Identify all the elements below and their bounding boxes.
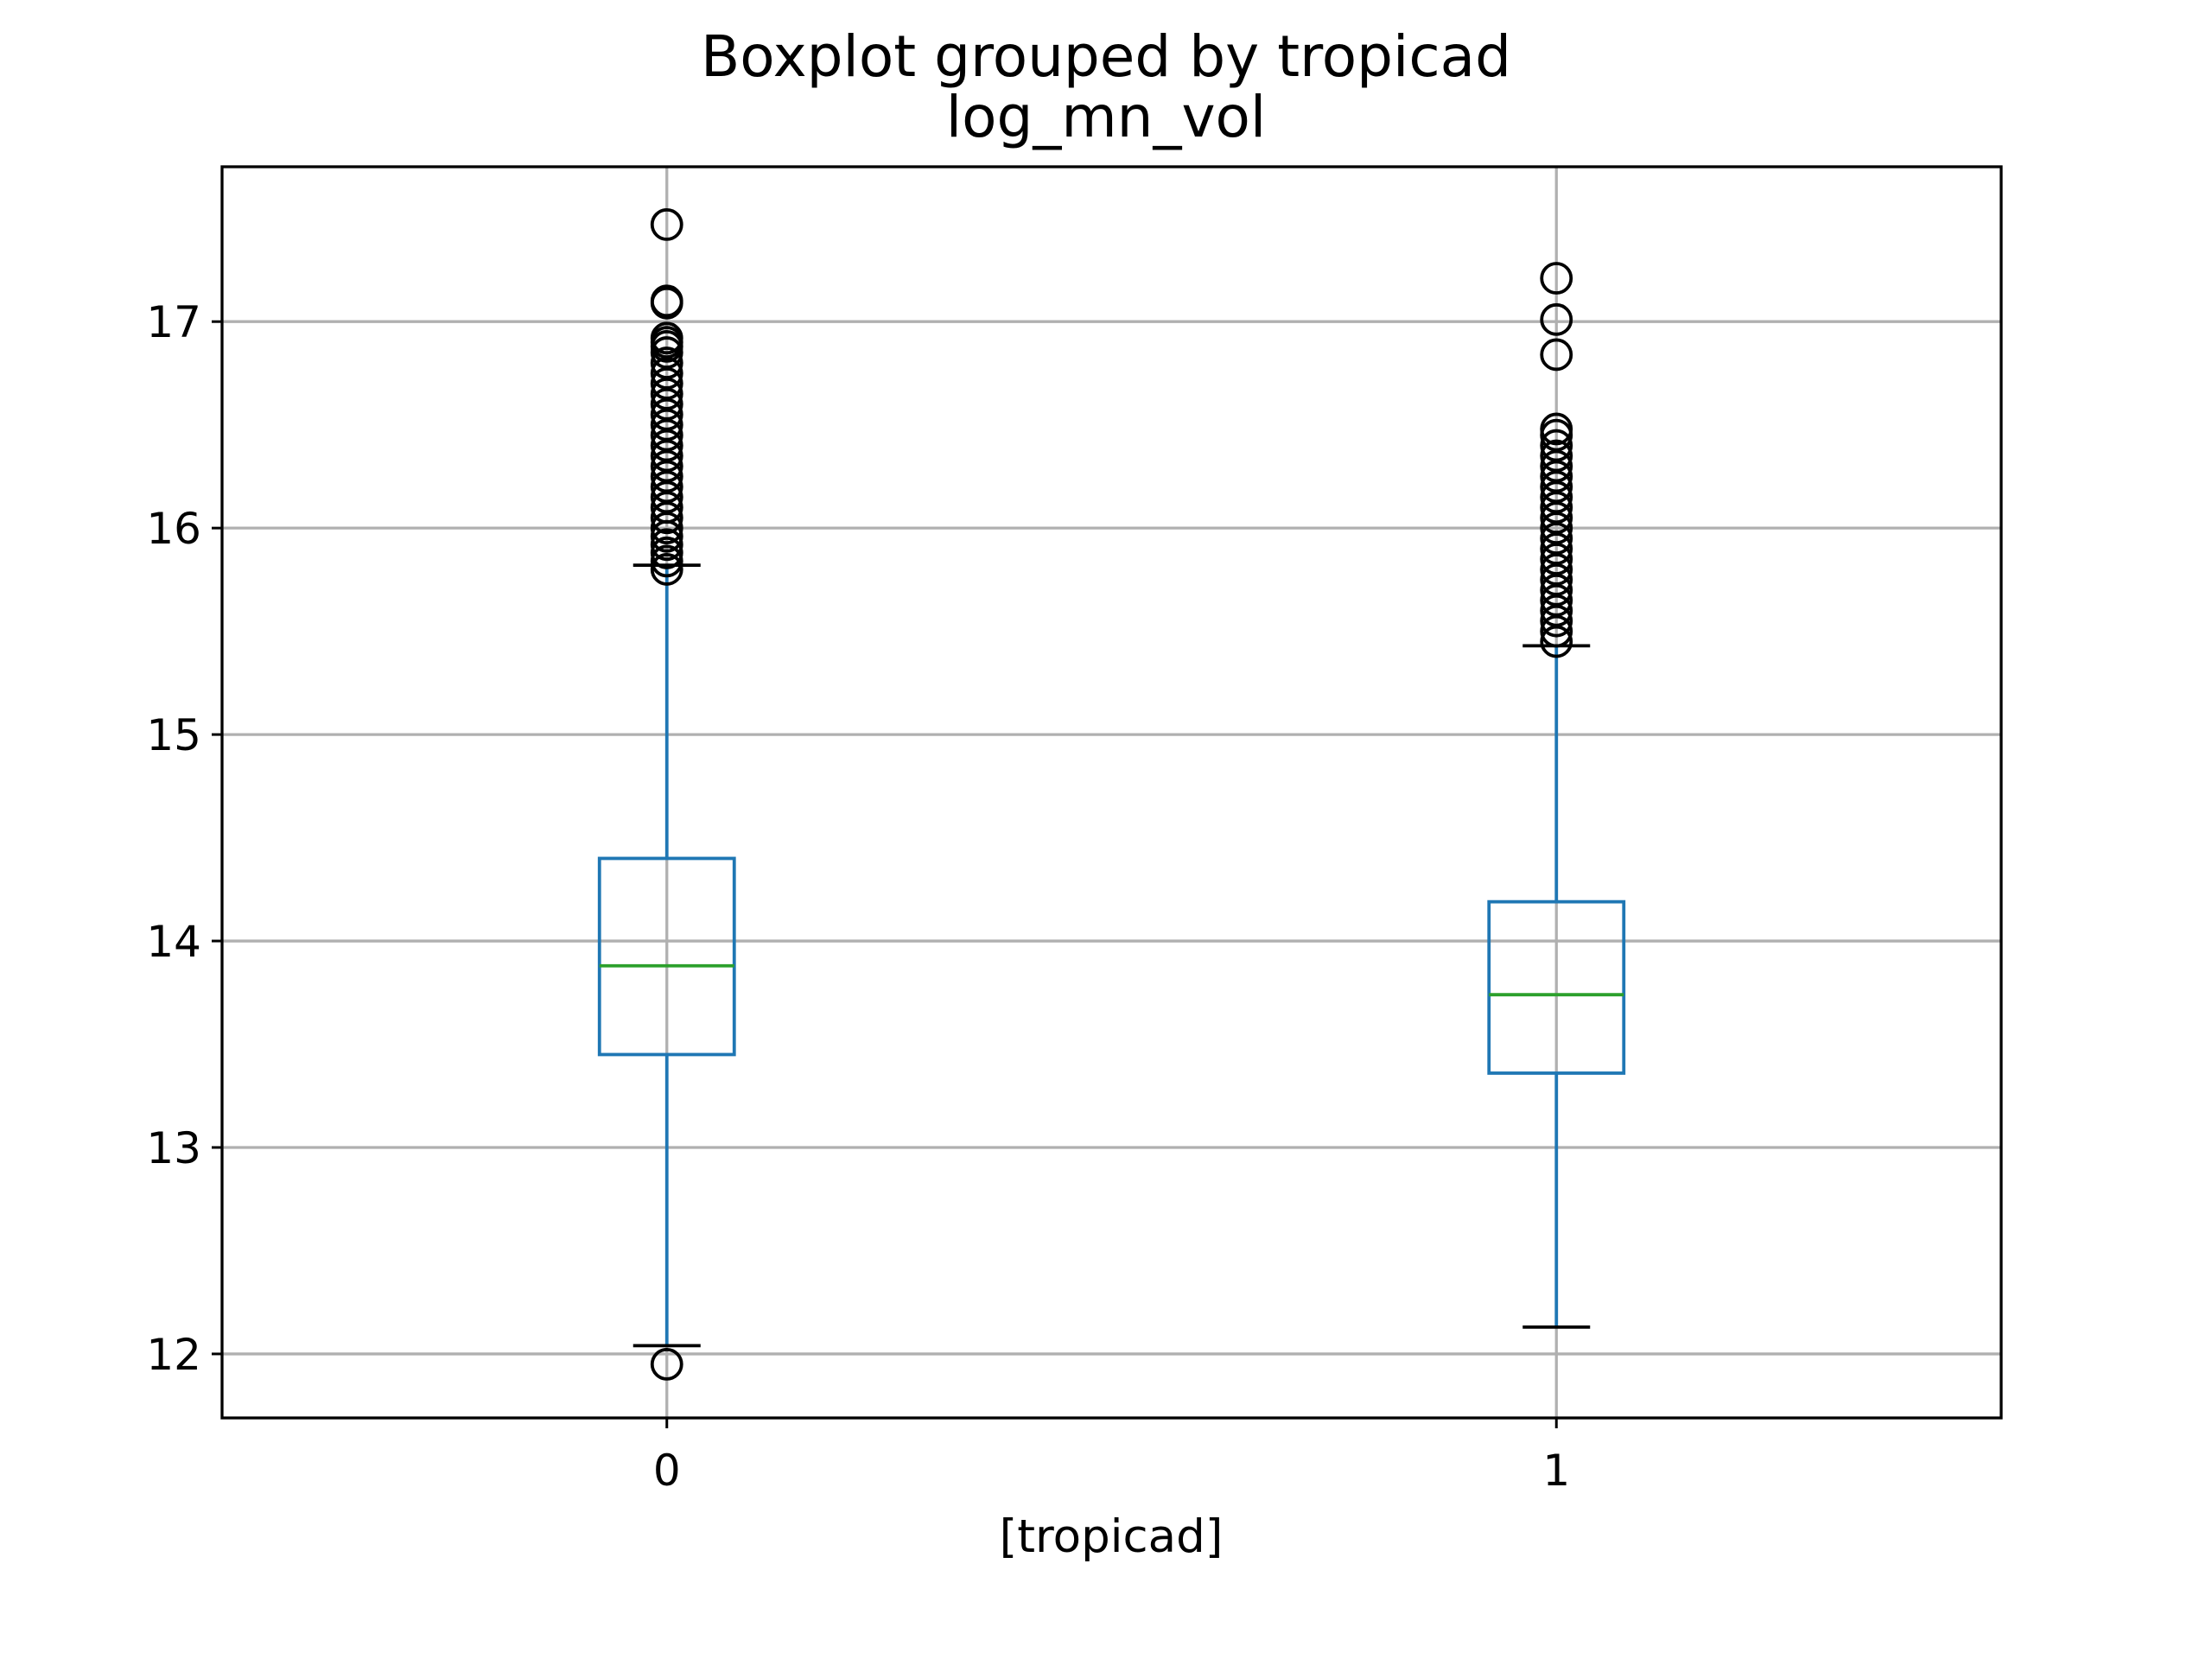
outlier-point: [650, 536, 683, 569]
y-tick-label: 13: [146, 1123, 201, 1173]
outlier-point: [1540, 302, 1573, 336]
y-tick-label: 16: [146, 504, 201, 554]
y-tick-label: 14: [146, 917, 201, 967]
y-tick-label: 17: [146, 297, 201, 347]
plot-frame: [220, 165, 2003, 1420]
outlier-point: [1540, 412, 1573, 446]
outlier-point: [1540, 439, 1573, 473]
iqr-box: [597, 856, 736, 1057]
outlier-point: [1540, 429, 1573, 462]
outlier-point: [1540, 262, 1573, 295]
outlier-point: [650, 1347, 683, 1381]
outlier-point: [650, 346, 683, 379]
outlier-point: [650, 528, 683, 562]
outlier-point: [650, 208, 683, 241]
outlier-point: [650, 544, 683, 578]
chart-subtitle: log_mn_vol: [946, 84, 1267, 150]
x-tick-label: 1: [1542, 1446, 1570, 1496]
outlier-point: [650, 321, 683, 355]
x-axis-label: [tropicad]: [1000, 1510, 1224, 1563]
box-series: [597, 208, 1626, 1381]
y-tick-label: 15: [146, 710, 201, 760]
grid-lines: [222, 167, 2001, 1418]
outlier-point: [650, 284, 683, 318]
iqr-box: [1487, 899, 1626, 1075]
chart-title: Boxplot grouped by tropicad: [701, 23, 1511, 90]
box-group: [597, 208, 736, 1381]
outlier-point: [650, 553, 683, 586]
outlier-point: [1540, 338, 1573, 372]
x-tick-label: 0: [653, 1446, 681, 1496]
y-tick-label: 12: [146, 1330, 201, 1380]
axis-ticks: 12 13 14 15 16 17 0 1: [146, 297, 1570, 1496]
box-group: [1487, 262, 1626, 1329]
